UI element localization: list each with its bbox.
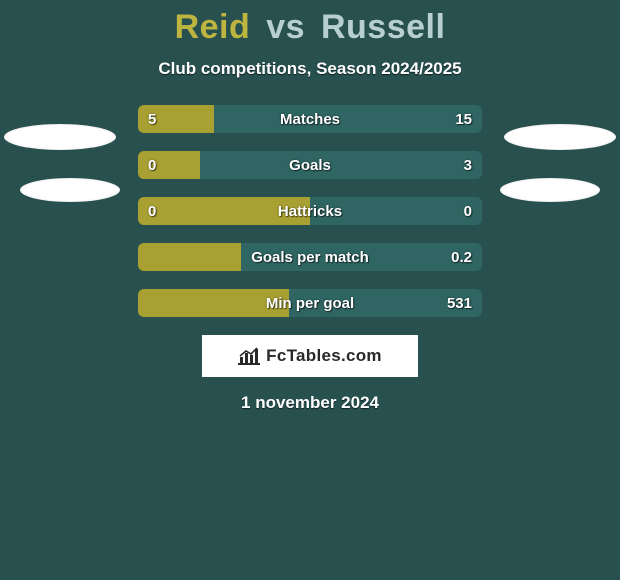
subtitle: Club competitions, Season 2024/2025 <box>0 59 620 79</box>
stat-rows: 515Matches03Goals00Hattricks0.2Goals per… <box>138 105 482 317</box>
comparison-infographic: Reid vs Russell Club competitions, Seaso… <box>0 0 620 580</box>
stat-row: 0.2Goals per match <box>138 243 482 271</box>
page-title: Reid vs Russell <box>0 8 620 47</box>
player-oval-left <box>4 124 116 150</box>
stat-value-right: 15 <box>445 105 482 133</box>
player-oval-right <box>500 178 600 202</box>
stat-bar-right <box>200 151 482 179</box>
title-vs: vs <box>266 8 305 46</box>
stat-bar-left <box>138 289 289 317</box>
stat-row: 03Goals <box>138 151 482 179</box>
stat-value-left: 0 <box>138 197 166 225</box>
date-label: 1 november 2024 <box>0 393 620 413</box>
stat-value-right: 531 <box>437 289 482 317</box>
brand-text: FcTables.com <box>266 346 382 366</box>
stat-value-right: 3 <box>454 151 482 179</box>
stat-row: 00Hattricks <box>138 197 482 225</box>
stat-value-right: 0.2 <box>441 243 482 271</box>
title-player-left: Reid <box>175 8 251 46</box>
bar-chart-icon <box>238 347 260 365</box>
stat-row: 531Min per goal <box>138 289 482 317</box>
stat-row: 515Matches <box>138 105 482 133</box>
stat-value-left <box>138 289 158 317</box>
stat-value-right: 0 <box>454 197 482 225</box>
brand-badge: FcTables.com <box>202 335 418 377</box>
stat-value-left: 0 <box>138 151 166 179</box>
title-player-right: Russell <box>321 8 445 46</box>
stat-bar-right <box>214 105 482 133</box>
player-oval-left <box>20 178 120 202</box>
stat-value-left: 5 <box>138 105 166 133</box>
stat-value-left <box>138 243 158 271</box>
player-oval-right <box>504 124 616 150</box>
